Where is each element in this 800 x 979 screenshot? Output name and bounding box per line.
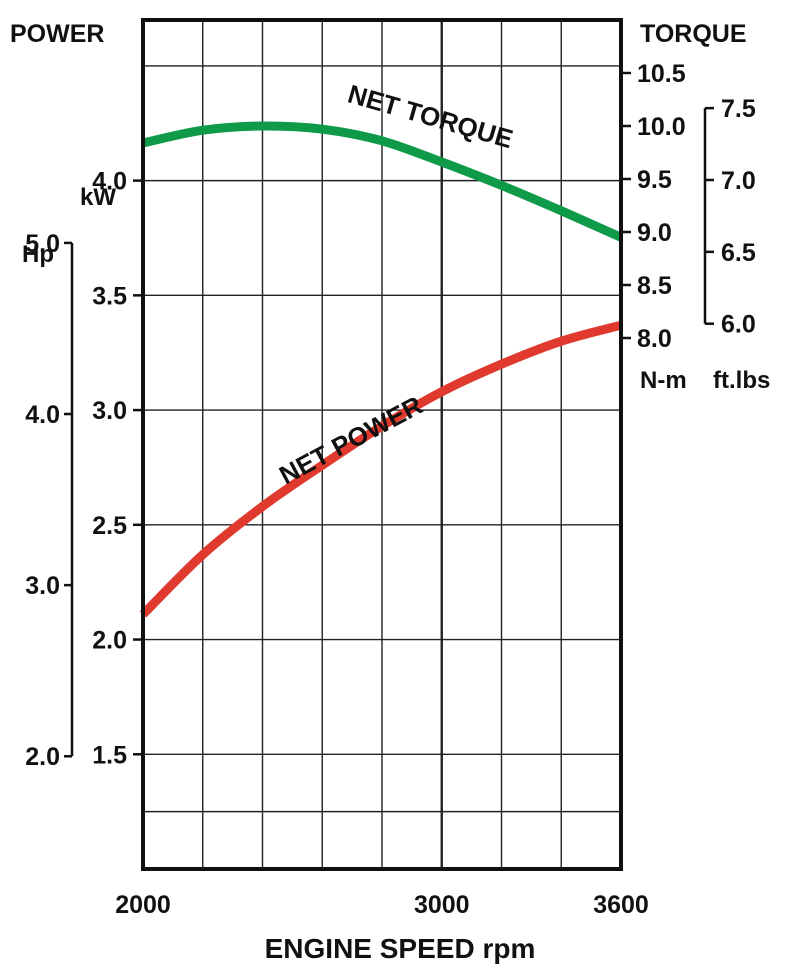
- ftlb-tick-label: 7.0: [721, 167, 756, 195]
- nm-tick-label: 8.5: [637, 272, 672, 300]
- nm-tick-label: 9.0: [637, 219, 672, 247]
- x-tick-label: 2000: [115, 891, 171, 919]
- ftlb-unit-label: ft.lbs: [713, 367, 770, 394]
- kw-tick-label: 1.5: [92, 741, 127, 769]
- hp-tick-label: 2.0: [25, 743, 60, 771]
- kw-tick-label: 3.5: [92, 282, 127, 310]
- hp-tick-label: 4.0: [25, 401, 60, 429]
- power-axis-title: POWER: [10, 20, 104, 48]
- nm-tick-label: 8.0: [637, 325, 672, 353]
- nm-unit-label: N-m: [640, 367, 687, 394]
- kw-tick-label: 2.0: [92, 627, 127, 655]
- nm-tick-label: 10.0: [637, 113, 686, 141]
- grid-lines: [143, 20, 621, 869]
- hp-axis: 2.0 3.0 4.0 5.0: [25, 230, 74, 771]
- kw-axis: 1.5 2.0 2.5 3.0 3.5 4.0: [92, 168, 143, 769]
- x-tick-label: 3000: [414, 891, 470, 919]
- series-label-net-torque: NET TORQUE: [345, 79, 517, 155]
- hp-tick-label: 5.0: [25, 230, 60, 258]
- nm-tick-label: 10.5: [637, 60, 686, 88]
- kw-tick-label: 3.0: [92, 397, 127, 425]
- ftlb-axis: 6.0 6.5 7.0 7.5: [703, 95, 756, 339]
- hp-unit-label: Hp: [22, 241, 54, 268]
- curves: [139, 121, 623, 618]
- kw-tick-label: 4.0: [92, 168, 127, 196]
- ftlb-tick-label: 6.0: [721, 311, 756, 339]
- nm-tick-label: 9.5: [637, 166, 672, 194]
- ftlb-tick-label: 6.5: [721, 239, 756, 267]
- kw-unit-label: kW: [80, 184, 116, 211]
- torque-axis-title: TORQUE: [640, 20, 747, 48]
- hp-tick-label: 3.0: [25, 572, 60, 600]
- x-tick-labels: 2000 3000 3600: [115, 891, 649, 919]
- x-axis-title: ENGINE SPEED rpm: [265, 933, 536, 964]
- nm-axis: 8.0 8.5 9.0 9.5 10.0 10.5: [621, 60, 686, 353]
- ftlb-tick-label: 7.5: [721, 95, 756, 123]
- plot-frame: [141, 18, 623, 871]
- series-label-net-power: NET POWER: [274, 390, 427, 491]
- net-power-curve: [139, 320, 623, 618]
- net-torque-curve: [142, 121, 623, 242]
- x-tick-label: 3600: [593, 891, 649, 919]
- kw-tick-label: 2.5: [92, 512, 127, 540]
